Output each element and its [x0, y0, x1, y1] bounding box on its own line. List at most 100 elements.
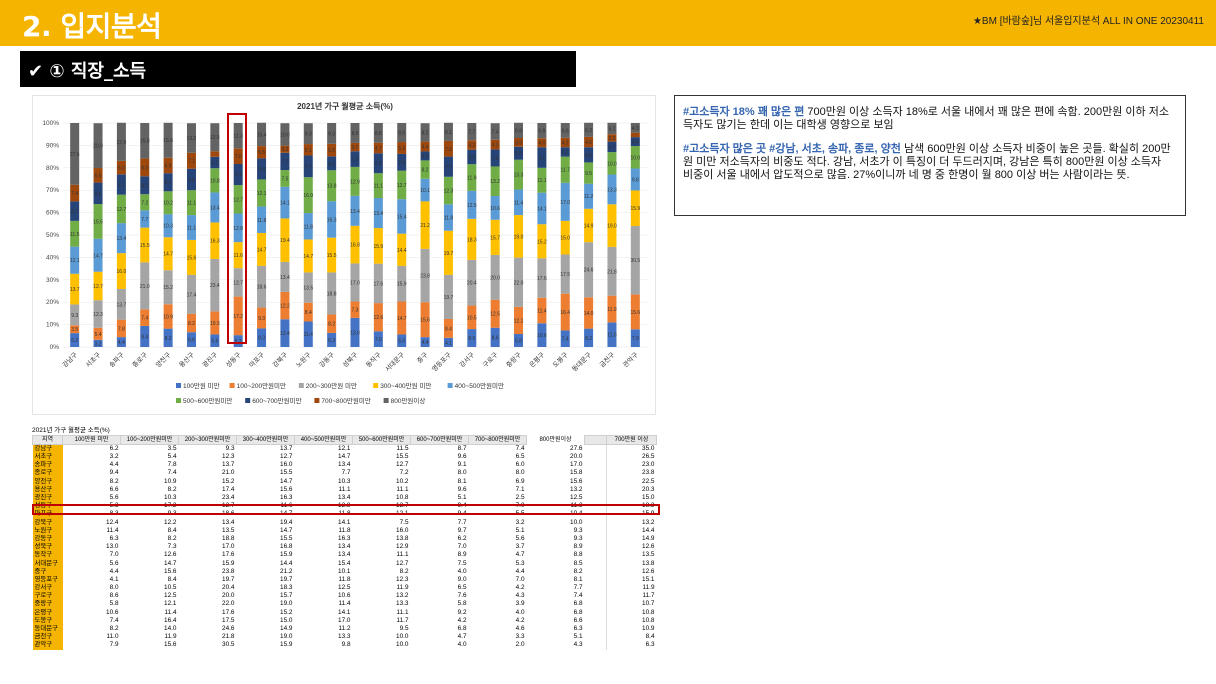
table-gap-cell [584, 526, 607, 535]
table-cell: 21.2 [280, 567, 293, 575]
table-cell: 7.7 [573, 584, 583, 592]
data-label: 11.8 [444, 216, 454, 222]
bar-segment [630, 137, 640, 147]
data-label: 15.9 [630, 206, 640, 212]
legend-label: 700~800만원미만 [321, 396, 370, 405]
bar-segment [186, 190, 196, 216]
data-label: 7.7 [141, 217, 148, 223]
data-label: 19.0 [607, 224, 617, 230]
data-label: 15.6 [630, 310, 640, 316]
table-cell: 12.2 [164, 518, 177, 526]
table-cell: 6.9 [515, 477, 525, 485]
bar-segment [257, 232, 267, 266]
table-cell: 6.3 [606, 641, 657, 650]
table-cell: 6.0 [515, 461, 525, 469]
table-row: 송파구 4.4 7.8 13.7 16.0 13.4 12.7 9.1 6.0 17.0 23.0 [32, 461, 657, 470]
table-district-cell: 송파구 [32, 461, 63, 470]
y-tick-label: 60% [46, 210, 59, 217]
table-cell: 13.0 [106, 543, 119, 551]
x-tick-label: 노원구 [294, 350, 313, 369]
legend-swatch [176, 398, 181, 403]
bar-segment [93, 168, 103, 183]
bar-segment [373, 263, 383, 304]
bar-segment [560, 156, 570, 183]
data-label: 6.3 [585, 128, 592, 134]
table-cell: 11.0 [106, 633, 119, 641]
table-cell: 10.2 [396, 477, 409, 485]
insight-panel: #고소득자 18% 꽤 많은 편 700만원 이상 소득자 18%로 서울 내에… [674, 95, 1186, 216]
table-cell: 18.8 [222, 534, 235, 542]
data-label: 8.9 [375, 161, 382, 167]
table-cell: 12.7 [222, 502, 235, 510]
table-cell: 3.9 [515, 600, 525, 608]
legend-label: 400~500만원미만 [455, 381, 504, 390]
data-label: 14.7 [303, 254, 313, 260]
data-label: 14.7 [257, 247, 267, 253]
data-label: 9.2 [538, 155, 545, 161]
x-tick-label: 성동구 [224, 350, 243, 369]
bar-segment [116, 253, 126, 289]
table-district-cell: 도봉구 [32, 616, 63, 625]
table-cell: 8.8 [573, 551, 583, 559]
bar-segment [537, 192, 547, 225]
table-cell: 8.2 [167, 485, 177, 493]
bar-segment [116, 319, 126, 338]
data-label: 5.1 [211, 161, 218, 167]
data-label: 12.3 [93, 312, 103, 318]
table-cell: 11.4 [164, 608, 177, 616]
table-header-cell: 300~400만원미만 [236, 435, 295, 445]
table-cell: 16.3 [280, 494, 293, 502]
bar-segment [537, 258, 547, 298]
data-label: 15.7 [490, 235, 500, 241]
data-label: 12.1 [257, 191, 267, 197]
data-label: 16.0 [303, 193, 313, 199]
bar-segment [93, 271, 103, 301]
table-cell: 8.3 [109, 510, 119, 518]
data-label: 20.0 [490, 275, 500, 281]
bar-segment [443, 156, 453, 177]
table-cell: 3.3 [515, 633, 525, 641]
bar-segment [257, 158, 267, 180]
table-gap-cell [584, 575, 607, 584]
data-label: 11.7 [561, 168, 571, 174]
data-label: 13.3 [607, 187, 617, 193]
table-cell: 13.7 [280, 445, 293, 452]
data-label: 9.6 [188, 177, 195, 183]
y-tick-label: 100% [42, 120, 59, 127]
bar-segment [350, 317, 360, 347]
bar-segment [397, 170, 407, 200]
x-tick-label: 동작구 [364, 350, 383, 369]
bar-segment [163, 214, 173, 238]
bar-segment [93, 300, 103, 328]
bar-segment [303, 177, 313, 214]
bar-segment [303, 239, 313, 273]
bar-segment [607, 174, 617, 205]
bar-segment [140, 227, 150, 263]
table-district-cell: 용산구 [32, 485, 63, 494]
table-cell: 17.0 [570, 461, 583, 469]
bar-segment [280, 291, 290, 320]
data-label: 11.1 [374, 184, 384, 190]
table-header-cell: 100~200만원미만 [120, 435, 179, 445]
table-gap-cell [584, 502, 607, 511]
bar-segment [584, 162, 594, 184]
table-cell: 14.0 [164, 625, 177, 633]
legend-label: 600~700만원미만 [252, 396, 301, 405]
table-cell: 16.8 [280, 543, 293, 551]
table-cell: 5.6 [109, 494, 119, 502]
table-cell: 23.4 [222, 494, 235, 502]
bar-segment [537, 123, 547, 139]
table-cell: 5.1 [457, 494, 467, 502]
data-label: 9.5 [585, 171, 592, 177]
table-gap-cell [584, 567, 607, 576]
data-label: 17.6 [537, 276, 547, 282]
table-row: 서초구 3.2 5.4 12.3 12.7 14.7 15.5 9.6 6.5 20.0 26.5 [32, 453, 657, 462]
table-header-cell: 지역 [32, 435, 63, 445]
data-label: 8.2 [328, 322, 335, 328]
table-gap-cell [584, 444, 607, 453]
data-table: 지역 100만원 미만 100~200만원미만 200~300만원미만 300~400만… [32, 435, 657, 650]
table-cell: 17.6 [222, 608, 235, 616]
table-cell: 17.0 [338, 616, 351, 624]
table-cell: 8.9 [457, 551, 467, 559]
table-cell: 19.4 [280, 518, 293, 526]
